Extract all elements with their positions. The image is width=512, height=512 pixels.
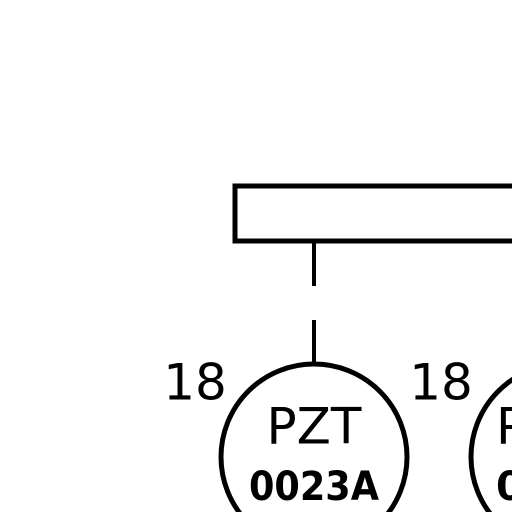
instrument-tag: P [496,398,512,456]
instrument-bubble [218,361,410,512]
instrument-bubble [468,376,512,512]
instrument-number: 18 [163,354,227,412]
panel-box [232,183,512,244]
instrument-number: 18 [409,354,473,412]
instrument-tag: PZT [267,398,362,456]
instrument-loop: 0 [496,464,512,510]
instrument-loop: 0023A [249,464,379,510]
